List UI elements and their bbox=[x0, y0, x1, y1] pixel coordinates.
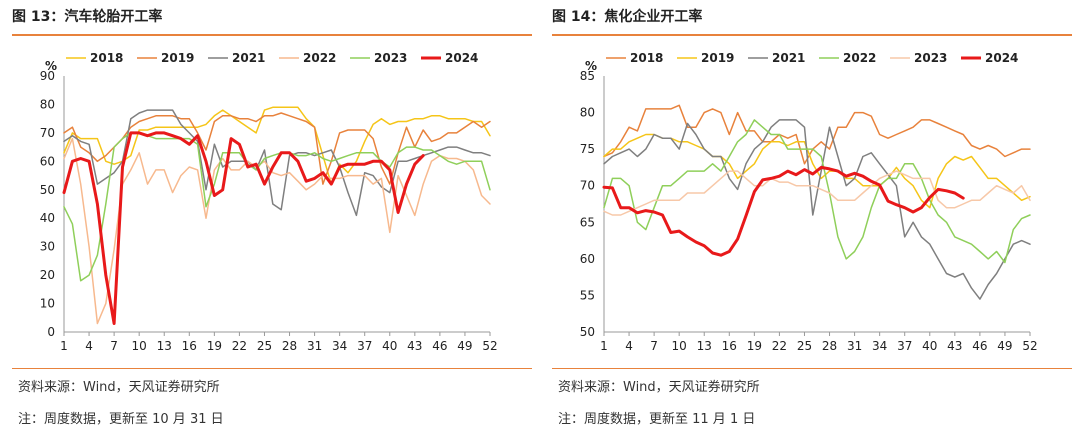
legend-label: 2019 bbox=[161, 51, 194, 65]
series-line-2018 bbox=[63, 106, 491, 185]
legend: 2018 2019 2021 2022 2023 2024 bbox=[606, 51, 1018, 65]
y-tick-label: 70 bbox=[40, 126, 55, 140]
legend-label: 2021 bbox=[772, 51, 805, 65]
y-axis-unit: % bbox=[45, 59, 57, 73]
y-tick-label: 65 bbox=[580, 215, 595, 229]
title-divider bbox=[552, 34, 1072, 36]
y-tick-label: 70 bbox=[580, 179, 595, 193]
x-tick-label: 10 bbox=[672, 339, 687, 353]
y-tick-label: 0 bbox=[47, 325, 55, 339]
legend-label: 2022 bbox=[843, 51, 876, 65]
x-tick-label: 37 bbox=[357, 339, 372, 353]
legend-label: 2018 bbox=[630, 51, 663, 65]
x-tick-label: 34 bbox=[332, 339, 347, 353]
series-line-2024 bbox=[602, 165, 965, 257]
x-tick-label: 49 bbox=[457, 339, 472, 353]
x-tick-label: 37 bbox=[897, 339, 912, 353]
source-note: 资料来源：Wind，天风证券研究所 bbox=[18, 380, 220, 395]
chart-title: 图 13：汽车轮胎开工率 bbox=[12, 9, 163, 25]
x-tick-label: 52 bbox=[482, 339, 497, 353]
x-tick-label: 7 bbox=[110, 339, 118, 353]
series-line-2018 bbox=[603, 104, 1031, 165]
title-divider bbox=[12, 34, 532, 36]
series-line-2021 bbox=[63, 109, 491, 217]
y-tick-label: 60 bbox=[40, 154, 55, 168]
update-note: 注：周度数据，更新至 10 月 31 日 bbox=[18, 412, 224, 427]
x-tick-label: 46 bbox=[972, 339, 987, 353]
x-tick-label: 31 bbox=[847, 339, 862, 353]
x-tick-label: 43 bbox=[947, 339, 962, 353]
y-axis-unit: % bbox=[585, 59, 597, 73]
x-tick-label: 16 bbox=[182, 339, 197, 353]
x-tick-label: 25 bbox=[257, 339, 272, 353]
x-tick-label: 16 bbox=[722, 339, 737, 353]
x-tick-label: 19 bbox=[207, 339, 222, 353]
y-tick-label: 85 bbox=[580, 69, 595, 83]
y-tick-label: 60 bbox=[580, 252, 595, 266]
source-note: 资料来源：Wind，天风证券研究所 bbox=[558, 380, 760, 395]
y-tick-label: 20 bbox=[40, 268, 55, 282]
x-tick-label: 22 bbox=[772, 339, 787, 353]
x-tick-label: 7 bbox=[650, 339, 658, 353]
y-tick-label: 40 bbox=[40, 211, 55, 225]
series-line-2021 bbox=[603, 119, 1031, 300]
panel-tire-operating-rate: 图 13：汽车轮胎开工率 2018 2019 2021 2022 2023 2024% 0 1… bbox=[12, 0, 532, 430]
x-tick-label: 49 bbox=[997, 339, 1012, 353]
update-note: 注：周度数据，更新至 11 月 1 日 bbox=[558, 412, 756, 427]
x-tick-label: 31 bbox=[307, 339, 322, 353]
legend: 2018 2019 2021 2022 2023 2024 bbox=[66, 51, 478, 65]
y-tick-label: 55 bbox=[580, 288, 595, 302]
legend-label: 2021 bbox=[232, 51, 265, 65]
legend-label: 2023 bbox=[914, 51, 947, 65]
legend-label: 2024 bbox=[445, 51, 478, 65]
x-tick-label: 25 bbox=[797, 339, 812, 353]
x-tick-label: 40 bbox=[922, 339, 937, 353]
x-tick-label: 28 bbox=[282, 339, 297, 353]
x-tick-label: 1 bbox=[600, 339, 608, 353]
y-tick-label: 75 bbox=[580, 142, 595, 156]
x-tick-label: 4 bbox=[85, 339, 93, 353]
legend-label: 2022 bbox=[303, 51, 336, 65]
series-line-2022 bbox=[603, 119, 1031, 264]
x-tick-label: 4 bbox=[625, 339, 633, 353]
legend-label: 2024 bbox=[985, 51, 1018, 65]
footer-divider bbox=[552, 368, 1072, 369]
series-line-2023 bbox=[603, 170, 1031, 216]
legend-label: 2019 bbox=[701, 51, 734, 65]
x-tick-label: 10 bbox=[132, 339, 147, 353]
series-line-2024 bbox=[62, 131, 425, 325]
x-tick-label: 19 bbox=[747, 339, 762, 353]
x-tick-label: 22 bbox=[232, 339, 247, 353]
y-tick-label: 50 bbox=[580, 325, 595, 339]
series-line-2022 bbox=[63, 137, 491, 325]
legend-label: 2018 bbox=[90, 51, 123, 65]
x-tick-label: 34 bbox=[872, 339, 887, 353]
tire-operating-rate-chart: 2018 2019 2021 2022 2023 2024% 0 10 20 30 40 50 60 70… bbox=[40, 51, 498, 353]
y-tick-label: 90 bbox=[40, 69, 55, 83]
x-tick-label: 52 bbox=[1022, 339, 1037, 353]
x-tick-label: 46 bbox=[432, 339, 447, 353]
x-tick-label: 28 bbox=[822, 339, 837, 353]
y-tick-label: 80 bbox=[580, 106, 595, 120]
panel-coking-operating-rate: 图 14：焦化企业开工率 2018 2019 2021 2022 2023 2024% 50… bbox=[552, 0, 1072, 430]
series-line-2019 bbox=[63, 112, 491, 185]
coking-operating-rate-chart: 2018 2019 2021 2022 2023 2024% 50 55 60 65 70 75 80 8… bbox=[580, 51, 1038, 353]
y-tick-label: 30 bbox=[40, 240, 55, 254]
x-tick-label: 40 bbox=[382, 339, 397, 353]
x-tick-label: 43 bbox=[407, 339, 422, 353]
y-tick-label: 80 bbox=[40, 97, 55, 111]
y-tick-label: 10 bbox=[40, 297, 55, 311]
x-tick-label: 13 bbox=[697, 339, 712, 353]
x-tick-label: 13 bbox=[157, 339, 172, 353]
legend-label: 2023 bbox=[374, 51, 407, 65]
y-tick-label: 50 bbox=[40, 183, 55, 197]
x-tick-label: 1 bbox=[60, 339, 68, 353]
chart-title: 图 14：焦化企业开工率 bbox=[552, 9, 703, 25]
footer-divider bbox=[12, 368, 532, 369]
